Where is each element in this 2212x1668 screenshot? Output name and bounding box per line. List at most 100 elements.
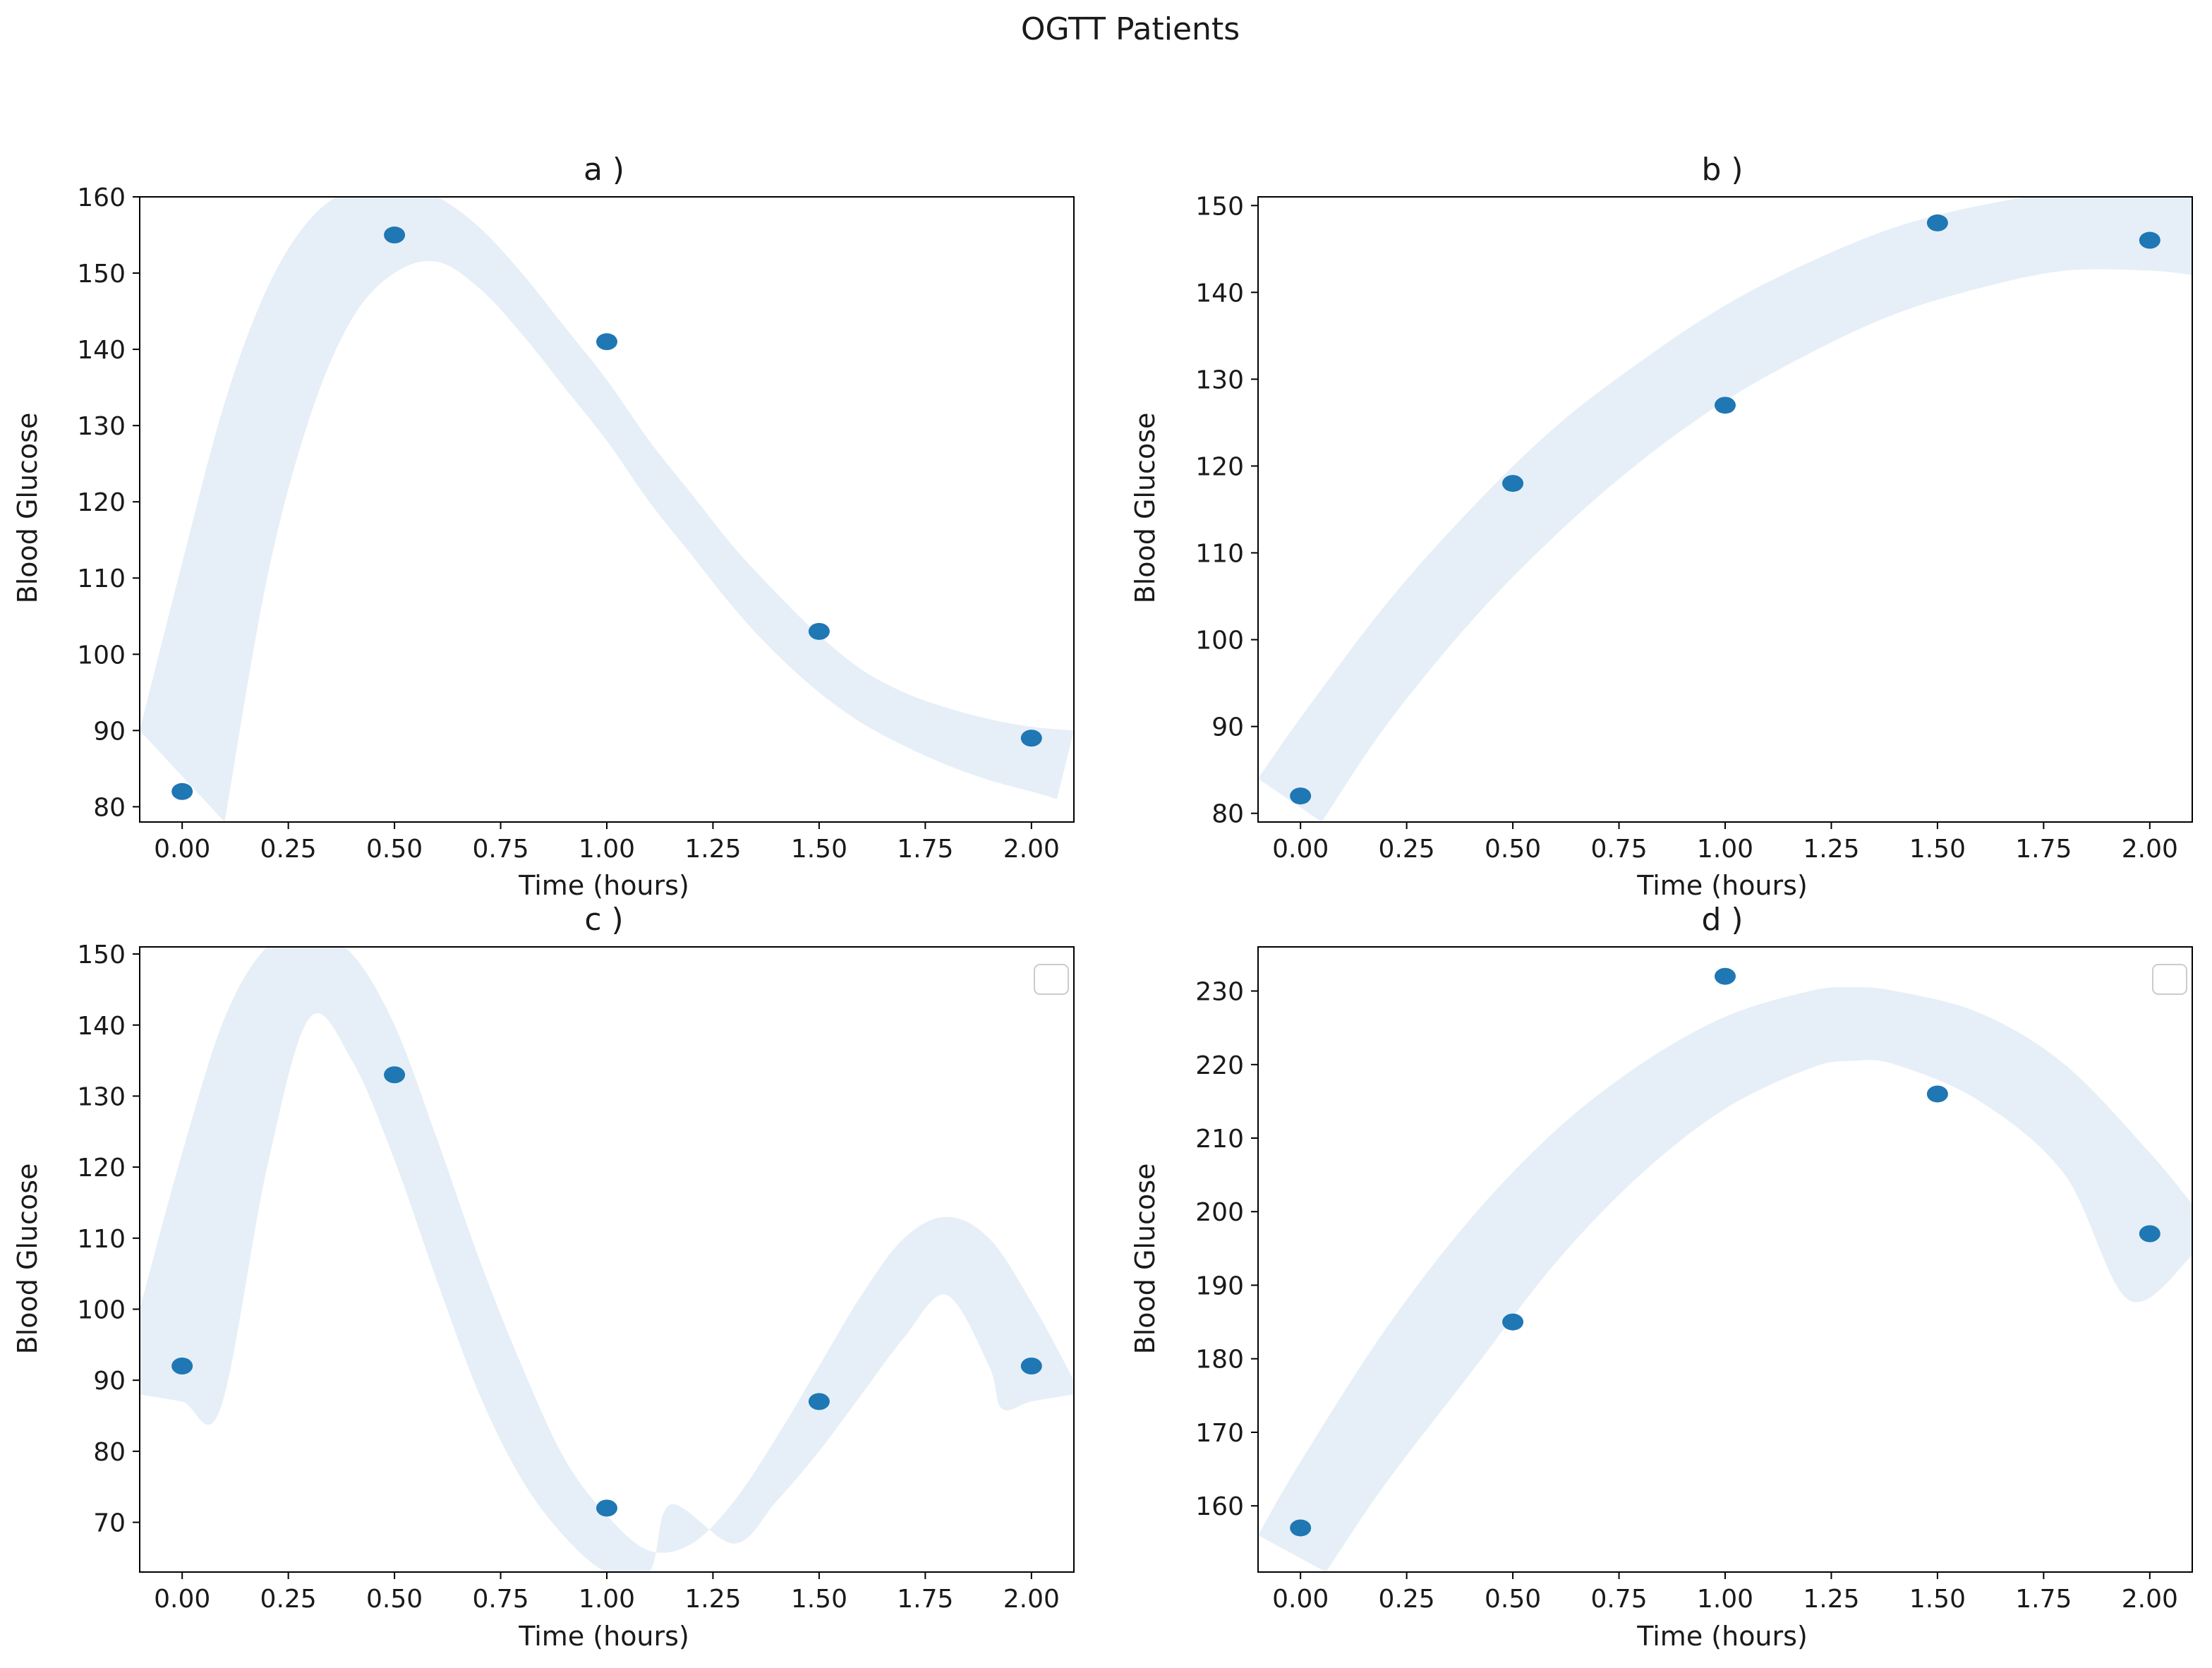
data-point-d xyxy=(1926,1085,1948,1103)
plot-frame-d xyxy=(1257,946,2193,1573)
fit-band-a xyxy=(140,197,1074,822)
x-tick-label-b: 0.25 xyxy=(1379,835,1435,864)
x-tick-label-b: 1.50 xyxy=(1909,835,1966,864)
y-tick-label-c: 90 xyxy=(93,1367,126,1396)
data-point-d xyxy=(1290,1519,1312,1537)
x-tick-label-a: 1.25 xyxy=(684,835,741,864)
y-tick-label-c: 110 xyxy=(77,1225,126,1254)
y-tick-label-b: 80 xyxy=(1211,800,1244,829)
x-tick-label-a: 1.50 xyxy=(791,835,847,864)
y-tick-label-c: 120 xyxy=(77,1154,126,1183)
y-tick-label-b: 140 xyxy=(1195,279,1244,308)
subplot-b-ylabel: Blood Glucose xyxy=(1130,413,1161,604)
subplot-c: c ) Time (hours) Blood Glucose 0.00 0.25 0… xyxy=(12,902,1075,1652)
y-tick-label-a: 80 xyxy=(93,793,126,822)
x-tick-label-b: 0.50 xyxy=(1485,835,1541,864)
data-point-a xyxy=(808,622,830,640)
x-tick-label-b: 1.00 xyxy=(1697,835,1753,864)
y-tick-label-d: 190 xyxy=(1195,1271,1244,1300)
x-tick-label-d: 0.00 xyxy=(1272,1585,1329,1614)
plot-frame-c xyxy=(139,946,1075,1573)
subplot-a: a ) Time (hours) Blood Glucose 0.00 0.25 0… xyxy=(12,152,1075,901)
x-tick-label-b: 0.00 xyxy=(1272,835,1329,864)
data-point-c xyxy=(1020,1358,1042,1375)
x-tick-label-c: 0.75 xyxy=(472,1585,528,1614)
subplot-d-axes: 0.00 0.25 0.50 0.75 1.00 1.25 1.50 1.75 2.00 160 1… xyxy=(1195,946,2193,1614)
data-point-b xyxy=(1715,397,1736,414)
x-tick-label-c: 0.25 xyxy=(260,1585,317,1614)
y-tick-label-d: 220 xyxy=(1195,1051,1244,1080)
y-tick-label-b: 130 xyxy=(1195,365,1244,394)
subplot-b-axes: 0.00 0.25 0.50 0.75 1.00 1.25 1.50 1.75 2.00 80 90… xyxy=(1195,192,2193,864)
subplot-a-title: a ) xyxy=(584,152,624,188)
y-tick-label-c: 70 xyxy=(93,1509,126,1538)
y-tick-label-b: 110 xyxy=(1195,540,1244,569)
x-tick-label-d: 1.50 xyxy=(1909,1585,1966,1614)
subplot-d: d ) Time (hours) Blood Glucose 0.00 0.25 0… xyxy=(1130,902,2193,1652)
x-tick-label-c: 1.00 xyxy=(579,1585,635,1614)
data-point-c xyxy=(171,1358,193,1375)
x-tick-label-d: 1.75 xyxy=(2015,1585,2072,1614)
figure-title: OGTT Patients xyxy=(1021,11,1240,47)
fit-band-b xyxy=(1258,197,2192,822)
data-point-d xyxy=(2139,1225,2160,1243)
fit-band-d xyxy=(1258,987,2192,1572)
y-tick-label-b: 100 xyxy=(1195,627,1244,655)
data-point-a xyxy=(384,226,406,244)
x-tick-label-b: 2.00 xyxy=(2122,835,2178,864)
x-tick-label-d: 0.75 xyxy=(1590,1585,1647,1614)
y-tick-label-c: 80 xyxy=(93,1438,126,1467)
data-point-c xyxy=(596,1499,617,1517)
x-tick-label-c: 1.50 xyxy=(791,1585,847,1614)
y-tick-label-a: 90 xyxy=(93,717,126,746)
plot-frame-b xyxy=(1257,196,2193,823)
x-tick-label-a: 0.75 xyxy=(472,835,528,864)
x-tick-label-a: 1.75 xyxy=(897,835,953,864)
y-tick-label-b: 150 xyxy=(1195,192,1244,221)
data-point-b xyxy=(1290,787,1312,805)
subplot-a-xlabel: Time (hours) xyxy=(518,870,689,901)
subplot-b-xlabel: Time (hours) xyxy=(1636,870,1808,901)
x-tick-label-b: 0.75 xyxy=(1590,835,1647,864)
y-tick-label-d: 170 xyxy=(1195,1419,1244,1448)
y-tick-label-a: 100 xyxy=(77,641,126,670)
x-tick-label-a: 0.00 xyxy=(154,835,210,864)
subplot-b-title: b ) xyxy=(1701,152,1743,188)
subplot-c-title: c ) xyxy=(584,902,623,938)
subplot-d-xlabel: Time (hours) xyxy=(1636,1621,1808,1652)
x-tick-label-a: 2.00 xyxy=(1003,835,1060,864)
y-tick-label-b: 90 xyxy=(1211,713,1244,742)
subplot-a-ylabel: Blood Glucose xyxy=(12,413,43,604)
x-tick-label-d: 0.50 xyxy=(1485,1585,1541,1614)
data-point-c xyxy=(808,1393,830,1410)
x-tick-label-b: 1.75 xyxy=(2015,835,2072,864)
y-tick-label-a: 120 xyxy=(77,488,126,517)
subplot-c-xlabel: Time (hours) xyxy=(518,1621,689,1652)
y-tick-label-d: 210 xyxy=(1195,1125,1244,1154)
y-tick-label-a: 140 xyxy=(77,336,126,365)
y-tick-label-d: 200 xyxy=(1195,1198,1244,1227)
plot-frame-a xyxy=(139,196,1075,823)
y-tick-label-c: 130 xyxy=(77,1082,126,1111)
data-point-a xyxy=(1020,730,1042,747)
subplot-c-axes: 0.00 0.25 0.50 0.75 1.00 1.25 1.50 1.75 2.00 70 80… xyxy=(77,941,1075,1614)
x-tick-label-c: 1.75 xyxy=(897,1585,953,1614)
x-tick-label-c: 0.50 xyxy=(366,1585,423,1614)
x-tick-label-a: 0.50 xyxy=(366,835,423,864)
y-tick-label-c: 150 xyxy=(77,941,126,969)
legend-box-d xyxy=(2152,964,2187,995)
x-tick-label-d: 0.25 xyxy=(1379,1585,1435,1614)
subplot-d-title: d ) xyxy=(1701,902,1743,938)
x-tick-label-d: 2.00 xyxy=(2122,1585,2178,1614)
x-tick-label-a: 1.00 xyxy=(579,835,635,864)
data-point-d xyxy=(1502,1313,1524,1331)
fit-band-c xyxy=(140,947,1074,1572)
x-tick-label-c: 1.25 xyxy=(684,1585,741,1614)
x-tick-label-d: 1.00 xyxy=(1697,1585,1753,1614)
subplot-a-axes: 0.00 0.25 0.50 0.75 1.00 1.25 1.50 1.75 2.00 80 90… xyxy=(77,183,1075,864)
x-tick-label-a: 0.25 xyxy=(260,835,317,864)
y-tick-label-a: 110 xyxy=(77,564,126,593)
x-tick-label-b: 1.25 xyxy=(1803,835,1859,864)
data-point-b xyxy=(1926,214,1948,231)
